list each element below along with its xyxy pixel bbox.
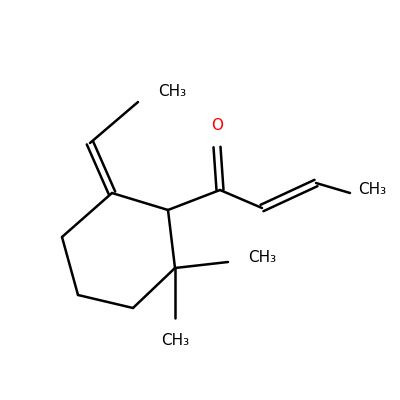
- Text: CH₃: CH₃: [158, 84, 186, 100]
- Text: CH₃: CH₃: [248, 250, 276, 266]
- Text: O: O: [211, 118, 223, 133]
- Text: CH₃: CH₃: [358, 182, 386, 196]
- Text: CH₃: CH₃: [161, 333, 189, 348]
